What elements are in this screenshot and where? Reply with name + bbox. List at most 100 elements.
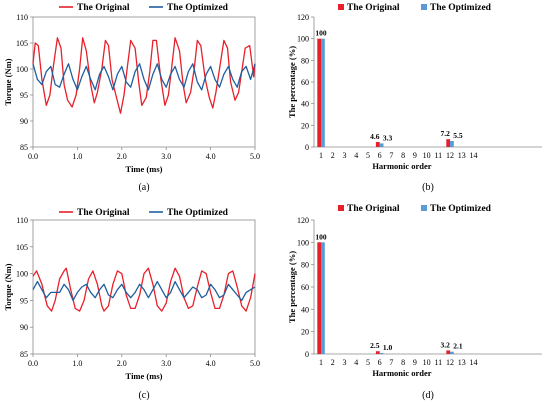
x-tick-label: 9 (413, 358, 417, 367)
bar-optimized-h6 (379, 352, 384, 354)
x-tick-label: 1.0 (72, 359, 82, 368)
series-line-optimized (32, 63, 256, 91)
legend-b: The Original The Optimized (338, 3, 492, 13)
data-label: 3.2 (440, 340, 450, 349)
legend-label-original: The Original (347, 204, 400, 214)
legend-label-original: The Original (77, 3, 130, 13)
legend-swatch-optimized (421, 205, 427, 211)
legend-a: The Original The Optimized (59, 3, 229, 13)
bar-original-h1 (317, 242, 322, 354)
series-line-original (32, 267, 256, 312)
y-tick-label: 0 (305, 143, 309, 152)
x-tick-label: 7 (389, 358, 393, 367)
data-label: 4.6 (370, 132, 380, 141)
y-tick-label: 20 (301, 328, 309, 337)
series-line-original (32, 37, 256, 114)
x-tick-label: 11 (434, 151, 442, 160)
y-tick-label: 60 (301, 78, 309, 87)
data-label: 100 (315, 232, 327, 241)
x-tick-label: 1 (319, 358, 323, 367)
x-tick-label: 10 (423, 151, 431, 160)
x-tick-label: 4.0 (206, 152, 216, 161)
legend-label-optimized: The Optimized (167, 3, 229, 13)
data-label: 5.5 (453, 131, 463, 140)
y-tick-label: 110 (16, 13, 28, 22)
y-tick-label: 90 (20, 323, 28, 332)
y-tick-label: 40 (301, 305, 309, 314)
series-line-optimized (32, 280, 256, 302)
y-tick-label: 105 (16, 243, 28, 252)
y-tick-label: 0 (305, 350, 309, 359)
bar-original-h6 (375, 351, 380, 354)
y-axis-label: The percentage (%) (287, 251, 297, 323)
x-axis-label: Time (ms) (126, 371, 163, 381)
legend-c: The Original The Optimized (59, 208, 229, 218)
panel-label: (c) (138, 390, 149, 401)
y-tick-label: 120 (297, 216, 309, 225)
x-tick-label: 3.0 (161, 152, 171, 161)
plot-frame (32, 16, 256, 148)
y-tick-label: 110 (16, 216, 28, 225)
y-tick-label: 100 (16, 270, 28, 279)
y-tick-label: 20 (301, 121, 309, 130)
bar-optimized-h12 (450, 141, 454, 147)
bar-optimized-h1 (321, 242, 325, 354)
x-tick-label: 10 (423, 358, 431, 367)
y-tick-label: 85 (20, 350, 28, 359)
x-tick-label: 11 (434, 358, 442, 367)
x-tick-label: 14 (469, 151, 477, 160)
y-axis-label: Torque (Nm) (3, 58, 13, 105)
bar-optimized-h12 (450, 351, 454, 354)
y-tick-label: 60 (301, 283, 309, 292)
x-tick-label: 1 (319, 151, 323, 160)
x-tick-label: 2 (331, 151, 335, 160)
y-axis-label: The percentage (%) (287, 46, 297, 118)
x-tick-label: 5 (366, 151, 370, 160)
x-tick-label: 13 (458, 358, 466, 367)
chart-a: 85 90 95 100 105 110 0.0 1.0 2.0 3.0 4.0 5.0 Time (m… (3, 13, 260, 174)
legend-label-original: The Original (77, 208, 130, 218)
y-tick-label: 90 (20, 117, 28, 126)
x-tick-label: 3.0 (161, 359, 171, 368)
x-tick-label: 9 (413, 151, 417, 160)
data-label: 1.0 (383, 343, 393, 352)
data-label: 3.3 (383, 133, 393, 142)
legend-d: The Original The Optimized (338, 204, 492, 214)
x-tick-label: 1.0 (72, 152, 82, 161)
panel-label: (b) (422, 182, 434, 193)
bar-original-h12 (446, 350, 451, 354)
x-tick-label: 12 (446, 151, 454, 160)
y-tick-label: 80 (301, 261, 309, 270)
x-tick-label: 7 (389, 151, 393, 160)
y-axis-label: Torque (Nm) (3, 263, 13, 310)
bar-original-h6 (375, 142, 380, 147)
x-tick-label: 4.0 (206, 359, 216, 368)
x-tick-label: 6 (378, 358, 382, 367)
data-label: 2.1 (453, 342, 463, 351)
legend-label-optimized: The Optimized (430, 204, 492, 214)
x-tick-label: 8 (401, 151, 405, 160)
y-tick-label: 80 (301, 56, 309, 65)
x-axis-label: Harmonic order (372, 368, 431, 378)
y-tick-label: 85 (20, 143, 28, 152)
bar-optimized-h6 (379, 143, 384, 147)
chart-c: 85 90 95 100 105 110 0.0 1.0 2.0 3.0 4.0 5.0 Time (m… (3, 216, 260, 381)
data-label: 100 (315, 29, 327, 38)
legend-label-original: The Original (347, 3, 400, 13)
legend-swatch-original (338, 4, 344, 10)
legend-swatch-original (338, 205, 344, 211)
y-tick-label: 95 (20, 296, 28, 305)
y-tick-label: 100 (297, 35, 309, 44)
x-tick-label: 13 (458, 151, 466, 160)
bar-optimized-h1 (321, 38, 325, 148)
x-tick-label: 4 (354, 358, 358, 367)
data-label: 7.2 (440, 129, 450, 138)
legend-label-optimized: The Optimized (430, 3, 492, 13)
bar-original-h1 (317, 38, 322, 148)
bar-original-h12 (446, 139, 451, 147)
x-axis-label: Time (ms) (126, 164, 163, 174)
y-tick-label: 120 (297, 13, 309, 22)
x-tick-label: 2.0 (117, 359, 127, 368)
y-tick-label: 100 (297, 238, 309, 247)
